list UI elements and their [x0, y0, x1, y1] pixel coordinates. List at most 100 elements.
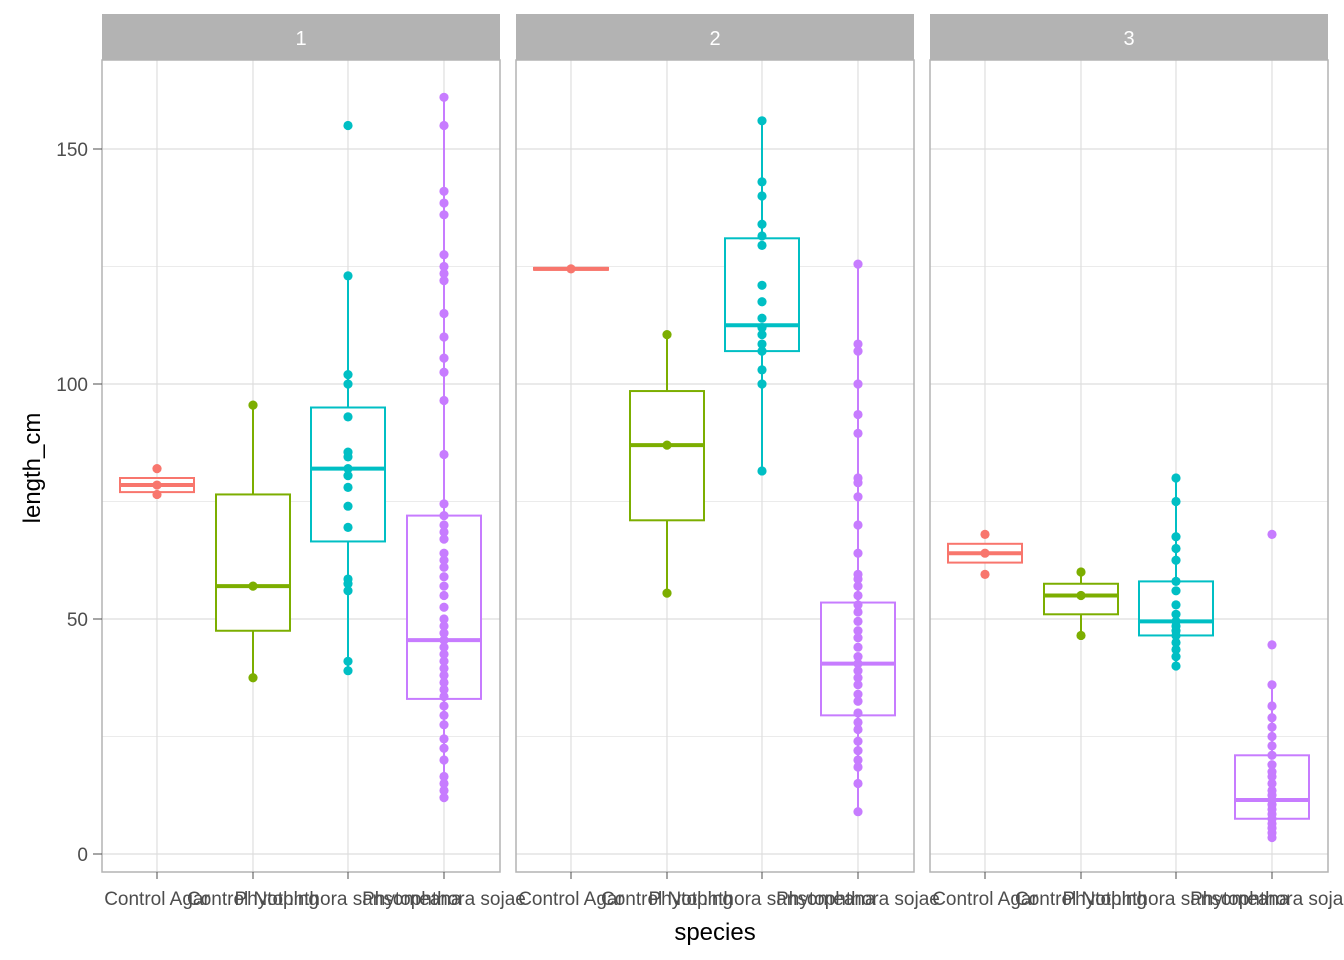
data-point [980, 548, 990, 558]
data-point [439, 499, 449, 509]
box-group [1138, 473, 1214, 671]
data-point [853, 673, 863, 683]
data-point [439, 710, 449, 720]
data-point [343, 471, 353, 481]
data-point [439, 602, 449, 612]
data-point [439, 92, 449, 102]
box-group [119, 464, 195, 500]
data-point [1171, 473, 1181, 483]
data-point [853, 473, 863, 483]
data-point [757, 339, 767, 349]
data-point [343, 412, 353, 422]
box-group [629, 330, 705, 598]
data-point [439, 268, 449, 279]
data-point [662, 588, 672, 598]
box-group [533, 264, 609, 274]
data-point [248, 673, 258, 683]
data-point [439, 720, 449, 730]
box-group [215, 400, 291, 683]
data-point [853, 259, 863, 269]
data-point [343, 120, 353, 131]
data-point [248, 581, 258, 591]
data-point [439, 276, 449, 286]
data-point [439, 527, 449, 537]
data-point [1171, 644, 1181, 655]
x-tick-label: Phytophthora sansomeana [648, 889, 876, 910]
box-group [724, 116, 800, 476]
data-point [853, 736, 863, 746]
x-tick-label: Phytophthora sansomeana [234, 889, 462, 910]
data-point [1171, 555, 1181, 565]
data-point [1171, 637, 1181, 648]
data-point [757, 346, 767, 356]
x-tick-label: Phytophthora sansomeana [1062, 889, 1290, 910]
facet-strip [102, 14, 500, 60]
data-point [343, 586, 353, 596]
data-point [248, 400, 258, 410]
facet-strip-label: 2 [709, 28, 720, 50]
data-point [439, 649, 449, 659]
data-point [853, 633, 863, 643]
x-tick-label: Control Nothing [601, 889, 733, 910]
data-point [853, 755, 863, 765]
data-point [439, 120, 449, 131]
y-tick-label: 50 [67, 610, 88, 631]
data-point [439, 691, 449, 702]
data-point [343, 666, 353, 676]
data-point [757, 466, 767, 476]
data-point [1171, 661, 1181, 671]
data-point [152, 489, 162, 500]
box-group [310, 120, 386, 676]
data-point [853, 724, 863, 735]
box-body [629, 390, 705, 522]
data-point [1171, 532, 1181, 542]
y-axis: 0 50 100 150 [56, 140, 102, 866]
data-point [439, 590, 449, 601]
data-point [1267, 529, 1277, 540]
data-point [1171, 496, 1181, 507]
data-point [1267, 722, 1277, 732]
data-point [439, 395, 449, 406]
data-point [980, 529, 990, 540]
panel-border [101, 59, 501, 873]
data-point [1171, 652, 1181, 662]
data-point [1267, 750, 1277, 760]
data-point [439, 308, 449, 319]
data-point [757, 297, 767, 307]
data-point [853, 409, 863, 420]
data-point [853, 616, 863, 626]
x-tick-label: Control Agar [104, 889, 210, 910]
panel-border [515, 59, 915, 873]
data-point [343, 370, 353, 380]
data-point [1171, 609, 1181, 619]
data-point [853, 339, 863, 349]
data-point [343, 447, 353, 457]
data-point [1171, 543, 1181, 554]
data-point [439, 701, 449, 711]
data-point [1267, 767, 1277, 777]
data-point [439, 261, 449, 272]
data-point [1076, 630, 1086, 641]
data-point [439, 572, 449, 582]
data-point [439, 642, 449, 652]
data-point [1267, 680, 1277, 690]
data-point [343, 656, 353, 666]
box-group [406, 92, 482, 803]
facet-strip [930, 14, 1328, 60]
data-point [853, 717, 863, 728]
data-point [439, 734, 449, 744]
data-point [1076, 567, 1086, 577]
data-point [853, 600, 863, 610]
data-point [853, 680, 863, 690]
data-point [439, 771, 449, 782]
data-point [343, 522, 353, 532]
data-point [439, 581, 449, 591]
data-point [1076, 590, 1086, 601]
facet-strip-label: 1 [295, 28, 306, 50]
data-point [757, 365, 767, 375]
data-point [439, 534, 449, 544]
